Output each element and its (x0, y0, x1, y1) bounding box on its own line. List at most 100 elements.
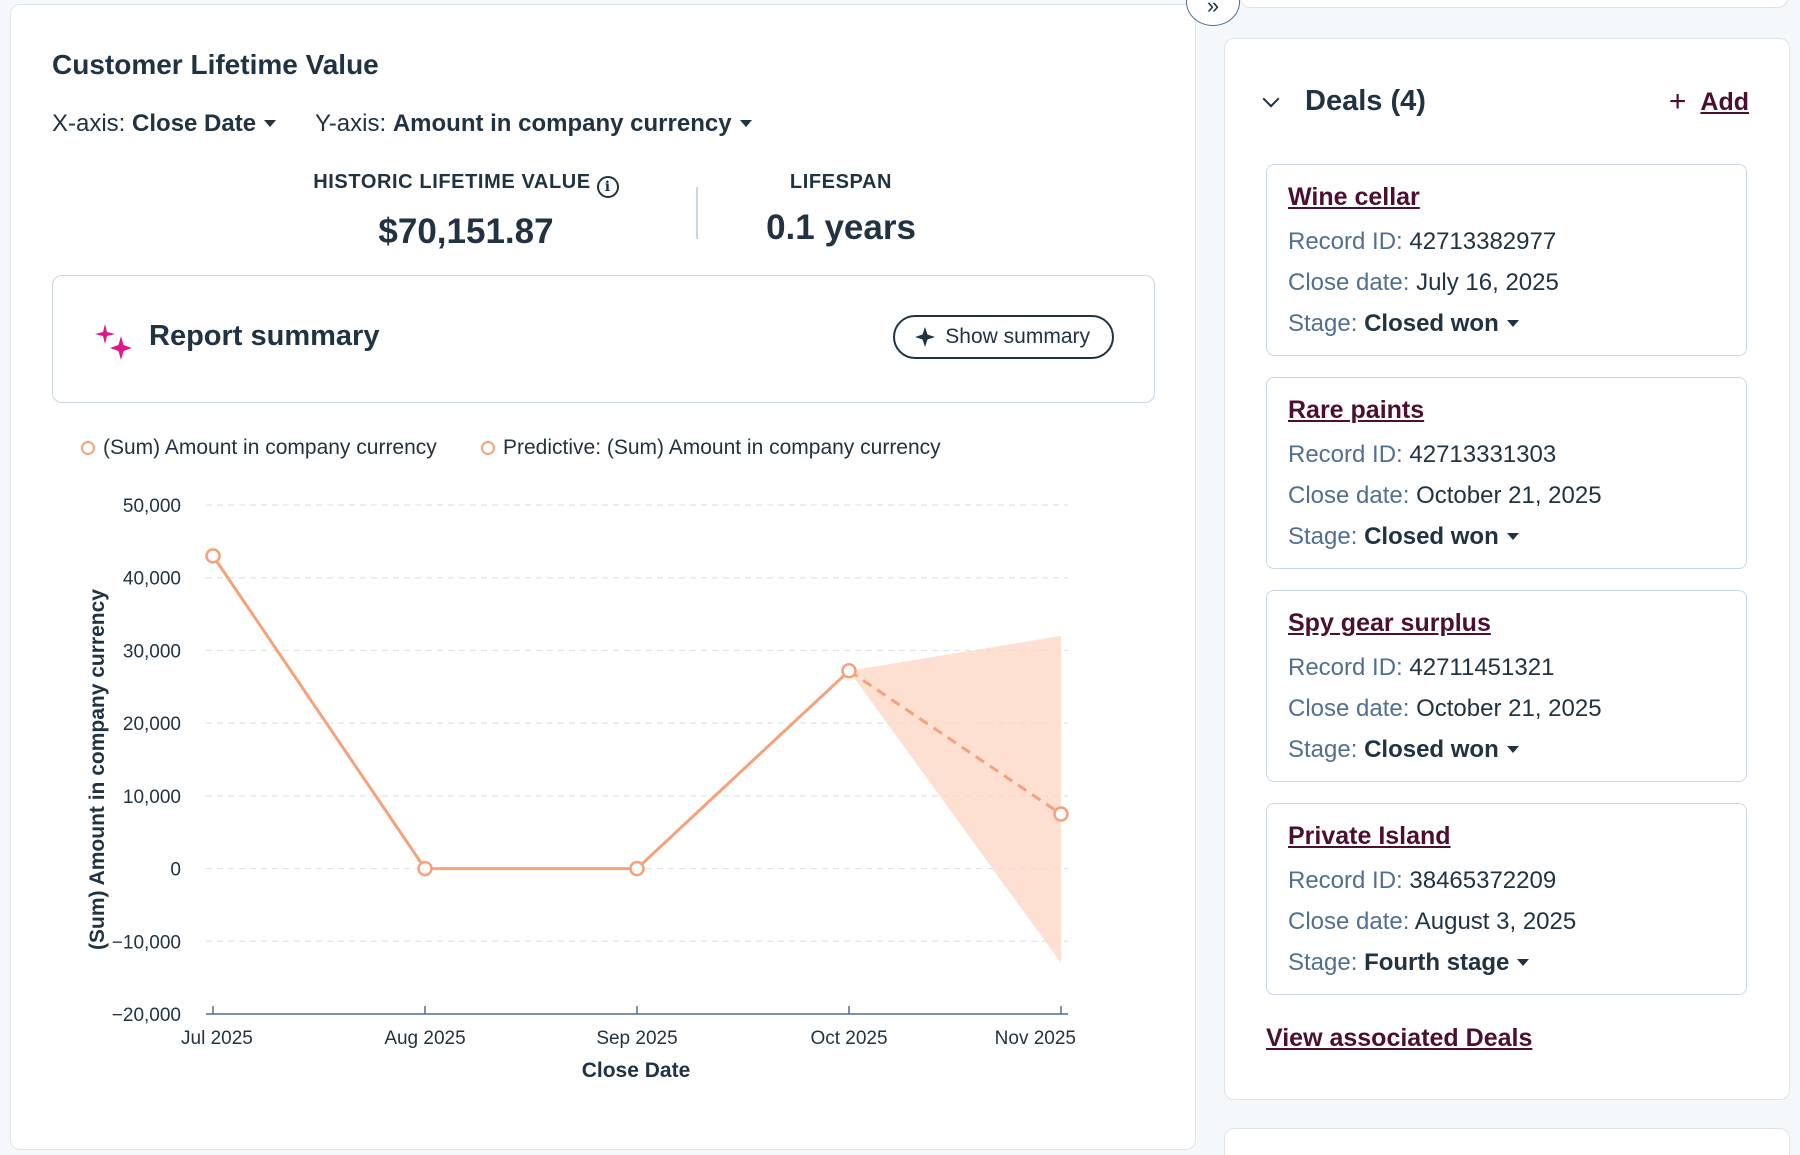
deal-record-id: Record ID: 42711451321 (1288, 654, 1554, 682)
sparkle-icon (95, 324, 132, 360)
stage-label: Stage: (1288, 523, 1358, 550)
line-chart: 50,000 40,000 30,000 20,000 10,000 0 −10,000 −2… (86, 496, 1076, 1082)
close-date-label: Close date: (1288, 482, 1410, 509)
bottom-card-edge (1224, 1128, 1790, 1155)
plus-icon: + (1668, 85, 1687, 118)
stage-label: Stage: (1288, 949, 1358, 976)
caret-down-icon (1506, 746, 1519, 753)
x-axis-title: Close Date (582, 1059, 691, 1082)
sparkle-icon (915, 327, 936, 347)
deal-name-link[interactable]: Rare paints (1288, 396, 1425, 424)
lifespan: LIFESPAN 0.1 years (731, 171, 951, 248)
deal-name-link[interactable]: Wine cellar (1288, 183, 1420, 211)
y-axis-dropdown[interactable]: Y-axis: Amount in company currency (315, 110, 752, 138)
record-id-value: 42711451321 (1409, 654, 1555, 681)
caret-down-icon (1517, 959, 1530, 966)
x-axis-label: X-axis: (52, 110, 126, 137)
data-point (629, 860, 645, 877)
x-tick-label: Aug 2025 (384, 1028, 465, 1049)
deal-record-id: Record ID: 42713382977 (1288, 228, 1556, 256)
y-axis-value: Amount in company currency (392, 110, 732, 137)
top-card-edge (1240, 0, 1788, 8)
caret-down-icon (264, 120, 277, 127)
lifespan-value: 0.1 years (766, 208, 916, 247)
deals-header[interactable]: Deals (4) (1262, 85, 1426, 118)
deal-close-date: Close date: October 21, 2025 (1288, 482, 1602, 510)
historic-label: HISTORIC LIFETIME VALUE (313, 171, 591, 193)
stage-value: Fourth stage (1364, 949, 1510, 976)
chevron-down-icon (1262, 90, 1280, 107)
deal-stage-dropdown[interactable]: Stage: Closed won (1288, 523, 1519, 551)
stage-value: Closed won (1364, 310, 1499, 337)
y-axis-label: Y-axis: (315, 110, 387, 137)
legend-item-actual[interactable]: (Sum) Amount in company currency (81, 436, 437, 460)
lifetime-value-card: Customer Lifetime Value X-axis: Close Da… (10, 4, 1196, 1150)
deal-close-date: Close date: July 16, 2025 (1288, 269, 1559, 297)
legend-item-predictive[interactable]: Predictive: (Sum) Amount in company curr… (481, 436, 941, 460)
add-label: Add (1700, 87, 1749, 116)
card-title: Customer Lifetime Value (52, 49, 379, 80)
data-point-predictive (1053, 806, 1069, 822)
legend-marker-icon (481, 441, 495, 455)
record-id-value: 42713331303 (1409, 441, 1557, 468)
legend-label: Predictive: (Sum) Amount in company curr… (503, 436, 941, 459)
stage-value: Closed won (1364, 736, 1499, 763)
data-point (205, 548, 221, 564)
report-summary-panel: Report summary Show summary (52, 275, 1155, 403)
caret-down-icon (1506, 533, 1519, 540)
close-date-value: October 21, 2025 (1416, 695, 1602, 722)
close-date-value: October 21, 2025 (1416, 482, 1602, 509)
x-axis-dropdown[interactable]: X-axis: Close Date (52, 110, 277, 138)
deal-card: Rare paints Record ID: 42713331303 Close d… (1266, 377, 1747, 569)
deal-stage-dropdown[interactable]: Stage: Fourth stage (1288, 949, 1530, 977)
y-tick-label: 20,000 (123, 714, 181, 735)
close-date-label: Close date: (1288, 269, 1410, 296)
close-date-value: August 3, 2025 (1414, 908, 1577, 935)
series-line-predictive (848, 669, 1062, 816)
stage-label: Stage: (1288, 736, 1358, 763)
deal-name-link[interactable]: Private Island (1288, 822, 1451, 850)
deal-card: Wine cellar Record ID: 42713382977 Close d… (1266, 164, 1747, 356)
close-date-label: Close date: (1288, 908, 1410, 935)
x-axis-value: Close Date (132, 110, 257, 137)
deal-close-date: Close date: October 21, 2025 (1288, 695, 1602, 723)
prediction-band (849, 635, 1061, 964)
x-tick-label: Nov 2025 (995, 1028, 1076, 1049)
record-id-label: Record ID: (1288, 228, 1403, 255)
x-tick-label: Jul 2025 (181, 1028, 253, 1049)
deals-title: Deals (4) (1305, 85, 1426, 117)
deal-card: Private Island Record ID: 38465372209 Clos… (1266, 803, 1747, 995)
close-date-label: Close date: (1288, 695, 1410, 722)
historic-value: $70,151.87 (378, 212, 554, 251)
caret-down-icon (1506, 320, 1519, 327)
deal-stage-dropdown[interactable]: Stage: Closed won (1288, 310, 1519, 338)
x-tick-label: Sep 2025 (596, 1028, 677, 1049)
deal-record-id: Record ID: 42713331303 (1288, 441, 1556, 469)
y-axis-title: (Sum) Amount in company currency (86, 589, 109, 950)
info-icon[interactable]: i (596, 176, 619, 198)
show-summary-label: Show summary (945, 325, 1090, 348)
x-tick-label: Oct 2025 (810, 1028, 887, 1049)
deal-stage-dropdown[interactable]: Stage: Closed won (1288, 736, 1519, 764)
y-tick-label: 10,000 (123, 787, 181, 808)
data-point (841, 663, 857, 679)
report-summary-title: Report summary (149, 320, 380, 352)
lifespan-label: LIFESPAN (789, 171, 893, 193)
series-line-actual (211, 555, 851, 871)
view-associated-deals-link[interactable]: View associated Deals (1266, 1024, 1533, 1052)
add-deal-button[interactable]: + Add (1669, 85, 1749, 119)
record-id-label: Record ID: (1288, 441, 1403, 468)
data-point (417, 860, 433, 877)
y-tick-label: 40,000 (123, 569, 181, 590)
record-id-label: Record ID: (1288, 654, 1403, 681)
show-summary-button[interactable]: Show summary (893, 315, 1114, 359)
record-id-value: 38465372209 (1409, 867, 1557, 894)
record-id-value: 42713382977 (1409, 228, 1557, 255)
close-date-value: July 16, 2025 (1416, 269, 1559, 296)
deal-name-link[interactable]: Spy gear surplus (1288, 609, 1491, 637)
caret-down-icon (739, 120, 752, 127)
deal-close-date: Close date: August 3, 2025 (1288, 908, 1576, 936)
y-tick-label: −20,000 (112, 1005, 181, 1026)
legend-marker-icon (81, 441, 95, 455)
deal-record-id: Record ID: 38465372209 (1288, 867, 1556, 895)
